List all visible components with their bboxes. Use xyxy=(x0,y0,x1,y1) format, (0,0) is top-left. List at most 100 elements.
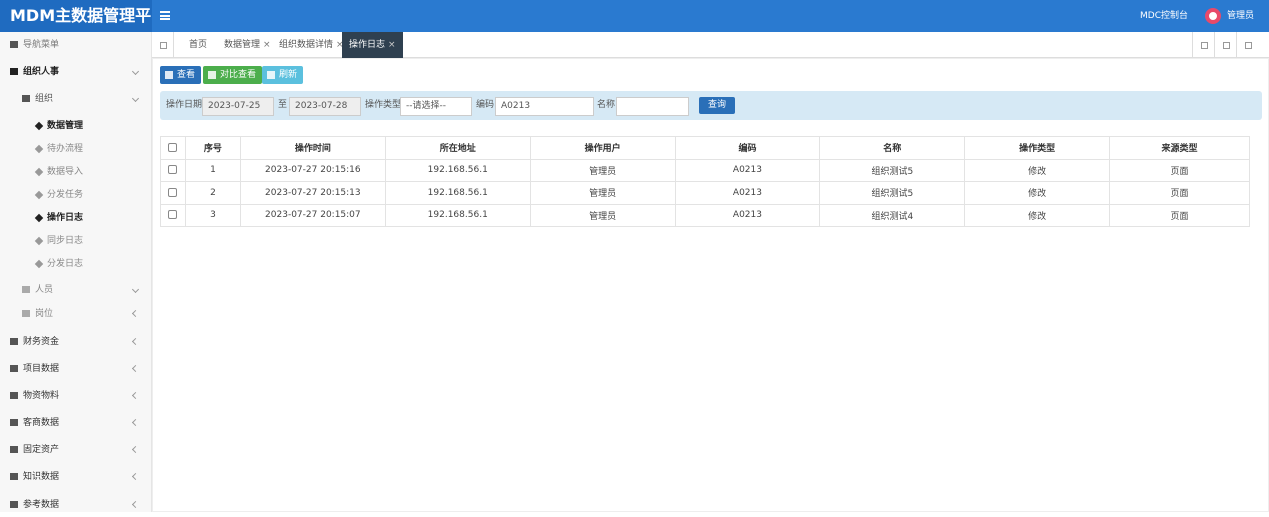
menu-item[interactable]: 分发任务 xyxy=(0,183,152,207)
query-button[interactable]: 查询 xyxy=(699,97,736,114)
menu-label: 参考数据 xyxy=(23,500,60,510)
table-cell: 2023-07-27 20:15:13 xyxy=(239,181,386,205)
menu-item[interactable]: 岗位 xyxy=(0,302,152,326)
tab-active[interactable]: 操作日志 xyxy=(342,32,403,58)
sidebar: 导航菜单 组织人事 组织 数据管理 待办流程 数据导入 分发任务 操作日志 同步… xyxy=(0,32,152,512)
table-cell: 管理员 xyxy=(529,158,676,182)
column-header: 编码 xyxy=(674,136,821,160)
menu-label: 客商数据 xyxy=(23,418,60,428)
menu-label: 同步日志 xyxy=(47,236,84,246)
menu-label: 待办流程 xyxy=(47,144,84,154)
menu-label: 数据导入 xyxy=(47,167,84,177)
table-row: 2 2023-07-27 20:15:13 192.168.56.1 管理员 A0213… xyxy=(160,181,1250,205)
table-cell: A0213 xyxy=(674,181,821,205)
table-cell: 修改 xyxy=(964,203,1111,227)
menu-item[interactable]: 参考数据 xyxy=(0,493,152,517)
table-cell: 管理员 xyxy=(529,181,676,205)
filter-label: 操作类型 xyxy=(365,100,402,110)
type-select[interactable]: --请选择-- xyxy=(400,97,472,116)
refresh-button[interactable]: 刷新 xyxy=(262,66,304,84)
avatar[interactable] xyxy=(1205,8,1221,24)
logo: MDM主数据管理平台 xyxy=(0,0,152,57)
table-cell: 页面 xyxy=(1109,181,1250,205)
menu-item[interactable]: 数据管理 xyxy=(0,114,152,138)
menu-item[interactable]: 组织人事 xyxy=(0,60,152,84)
menu-item[interactable]: 固定资产 xyxy=(0,438,152,462)
table-cell: 页面 xyxy=(1109,158,1250,182)
menu-label: 岗位 xyxy=(35,309,54,319)
checkbox-cell xyxy=(160,136,186,160)
checkbox-cell xyxy=(160,158,186,182)
table-row: 3 2023-07-27 20:15:07 192.168.56.1 管理员 A0213… xyxy=(160,203,1250,227)
menu-item[interactable]: 项目数据 xyxy=(0,357,152,381)
filter-label: 至 xyxy=(278,100,288,110)
menu-label: 组织 xyxy=(35,94,54,104)
table-cell: A0213 xyxy=(674,203,821,227)
table-cell: 组织测试4 xyxy=(819,203,966,227)
menu-label: 人员 xyxy=(35,285,54,295)
menu-item[interactable]: 财务资金 xyxy=(0,330,152,354)
menu-label: 分发任务 xyxy=(47,190,84,200)
nav-title: 导航菜单 xyxy=(0,33,152,57)
menu-item[interactable]: 人员 xyxy=(0,278,152,302)
checkbox-cell xyxy=(160,181,186,205)
column-header: 操作时间 xyxy=(239,136,386,160)
nav-title-text: 导航菜单 xyxy=(23,40,60,50)
column-header: 序号 xyxy=(184,136,241,160)
menu-item[interactable]: 同步日志 xyxy=(0,229,152,253)
date-to[interactable]: 2023-07-28 xyxy=(289,97,361,116)
table-cell: 192.168.56.1 xyxy=(384,181,531,205)
tab-scroll-right[interactable] xyxy=(1192,32,1214,58)
table-cell: 2 xyxy=(184,181,241,205)
checkbox[interactable] xyxy=(168,210,178,220)
fullscreen[interactable] xyxy=(1214,32,1236,58)
table-cell: 2023-07-27 20:15:16 xyxy=(239,158,386,182)
menu-label: 物资物料 xyxy=(23,391,60,401)
menu-toggle[interactable] xyxy=(160,11,170,20)
top-bar: MDM主数据管理平台 MDC控制台 管理员 xyxy=(0,0,1269,57)
menu-label: 财务资金 xyxy=(23,337,60,347)
table-cell: 1 xyxy=(184,158,241,182)
menu-label: 知识数据 xyxy=(23,472,60,482)
table-cell: 修改 xyxy=(964,158,1111,182)
table-cell: 页面 xyxy=(1109,203,1250,227)
settings[interactable] xyxy=(1236,32,1258,58)
filter-label: 名称 xyxy=(597,100,616,110)
checkbox[interactable] xyxy=(168,187,178,197)
menu-item[interactable]: 物资物料 xyxy=(0,384,152,408)
log-table: 序号 操作时间 所在地址 操作用户 编码 名称 操作类型 来源类型 1 2023-07-27 20… xyxy=(160,136,1250,227)
table-cell: 组织测试5 xyxy=(819,158,966,182)
console-link[interactable]: MDC控制台 xyxy=(1140,11,1188,21)
menu-item[interactable]: 分发日志 xyxy=(0,252,152,276)
tab-scroll-left[interactable] xyxy=(152,32,174,58)
name-input[interactable] xyxy=(616,97,689,116)
table-cell: 3 xyxy=(184,203,241,227)
checkbox[interactable] xyxy=(168,142,178,152)
tab[interactable]: 数据管理 xyxy=(217,32,278,58)
menu-label: 固定资产 xyxy=(23,445,60,455)
menu-item[interactable]: 待办流程 xyxy=(0,137,152,161)
menu-label: 组织人事 xyxy=(23,67,60,77)
tab[interactable]: 首页 xyxy=(189,40,208,50)
compare-button[interactable]: 对比查看 xyxy=(203,66,263,84)
code-input[interactable]: A0213 xyxy=(495,97,594,116)
view-button[interactable]: 查看 xyxy=(160,66,202,84)
menu-item[interactable]: 操作日志 xyxy=(0,206,152,230)
menu-label: 操作日志 xyxy=(47,213,84,223)
table-cell: 192.168.56.1 xyxy=(384,203,531,227)
table-cell: 192.168.56.1 xyxy=(384,158,531,182)
tab[interactable]: 组织数据详情 xyxy=(272,32,351,58)
menu-item[interactable]: 数据导入 xyxy=(0,160,152,184)
content-panel xyxy=(152,58,1269,512)
menu-item[interactable]: 客商数据 xyxy=(0,411,152,435)
checkbox[interactable] xyxy=(168,165,178,175)
table-row: 1 2023-07-27 20:15:16 192.168.56.1 管理员 A0213… xyxy=(160,158,1250,182)
menu-item[interactable]: 组织 xyxy=(0,87,152,111)
table-cell: 2023-07-27 20:15:07 xyxy=(239,203,386,227)
table-cell: 管理员 xyxy=(529,203,676,227)
menu-item[interactable]: 知识数据 xyxy=(0,465,152,489)
user-menu[interactable]: 管理员 xyxy=(1227,11,1255,21)
menu-label: 项目数据 xyxy=(23,364,60,374)
date-from[interactable]: 2023-07-25 xyxy=(202,97,274,116)
